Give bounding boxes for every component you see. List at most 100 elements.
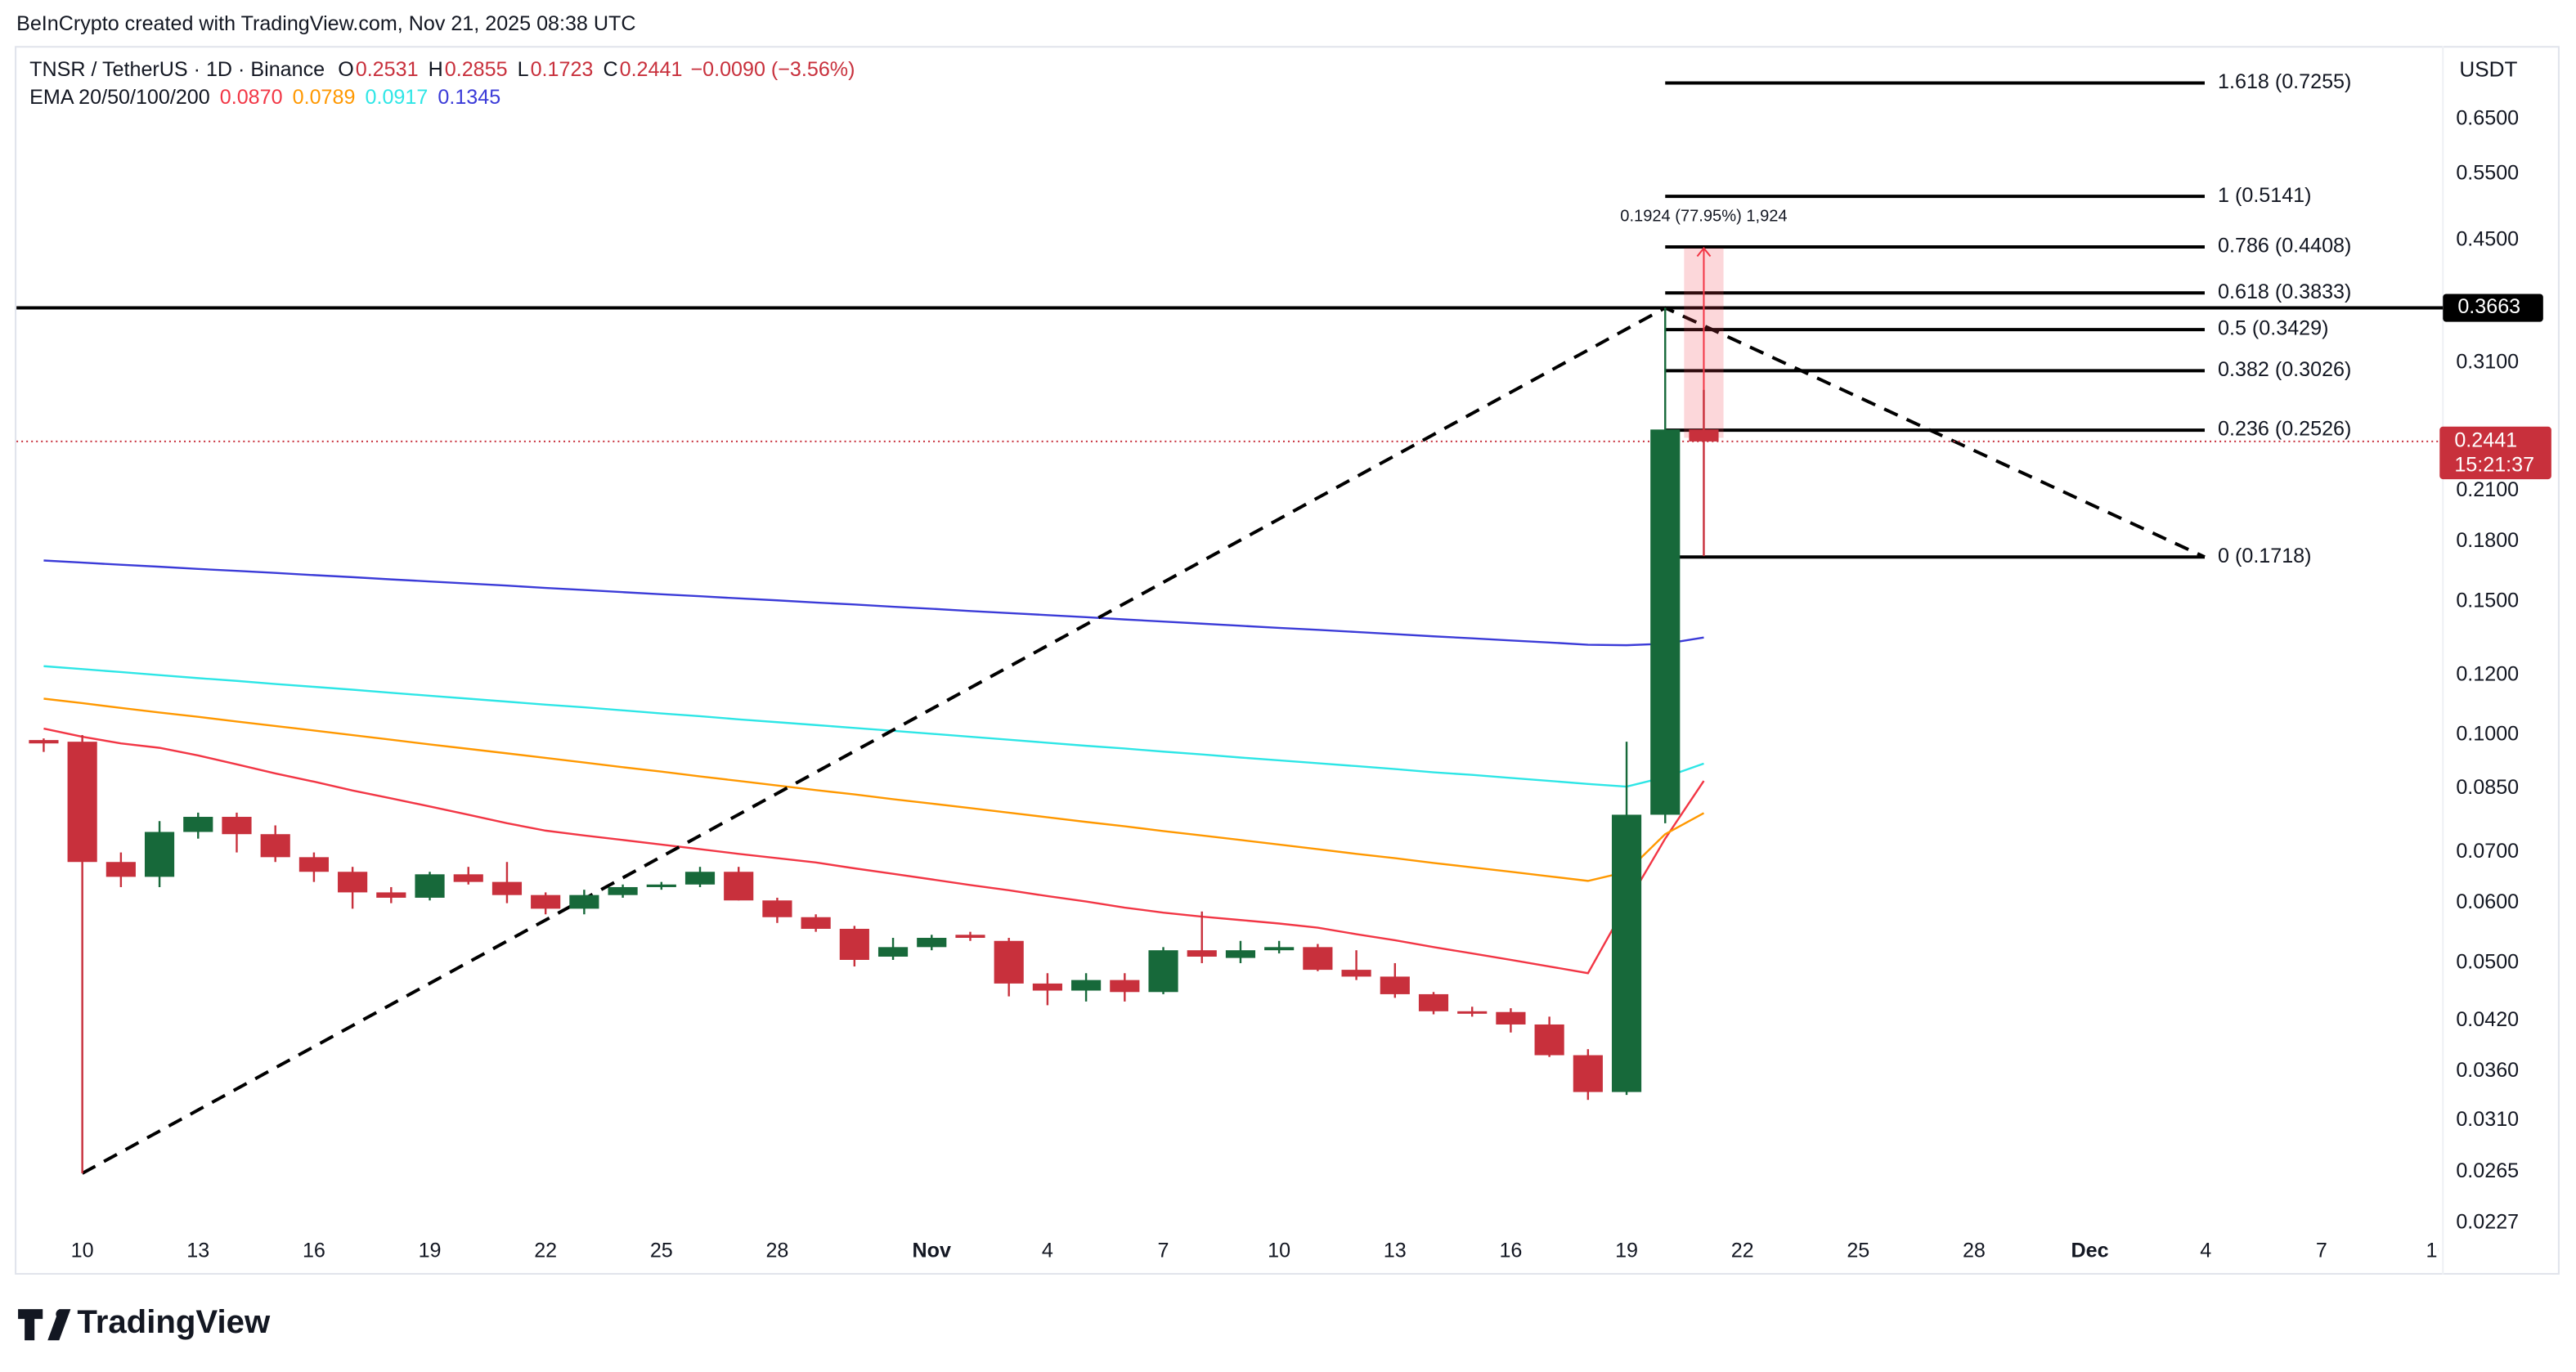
- candle-body: [684, 872, 716, 885]
- candle-body: [1689, 429, 1719, 442]
- measure-arrowhead: [1696, 246, 1712, 258]
- x-axis: 10 13 16 19 22 25 28 Nov 4 7 10 13 16 19 22 25 28 Dec 4 7 10: [71, 1239, 2439, 1262]
- candle-body: [1303, 947, 1333, 971]
- ema-line: [43, 665, 1704, 788]
- y-tick-label: 0.0600: [2456, 890, 2519, 913]
- x-tick-label: 7: [2316, 1239, 2327, 1262]
- candle-body: [29, 740, 59, 744]
- x-tick-label: 28: [765, 1239, 788, 1262]
- x-tick-label: 10: [1268, 1239, 1290, 1262]
- currency-label: USDT: [2459, 56, 2517, 81]
- x-tick-label: 28: [1963, 1239, 1986, 1262]
- candle-body: [531, 894, 561, 909]
- fib-label: 0.236 (0.2526): [2218, 418, 2351, 441]
- y-tick-label: 0.5500: [2456, 162, 2519, 185]
- ohlc-letter: L: [518, 58, 529, 81]
- ema-value: 0.1345: [438, 86, 500, 109]
- candle-body: [1534, 1024, 1564, 1056]
- fib-label: 0.786 (0.4408): [2218, 235, 2351, 258]
- candle-body: [222, 817, 252, 835]
- ema-label: EMA 20/50/100/200: [29, 86, 210, 109]
- countdown-label: 15:21:37: [2454, 454, 2534, 477]
- candle-body: [569, 894, 599, 909]
- level-axis-box: [2443, 294, 2543, 322]
- ohlc-letter: H: [429, 58, 443, 81]
- y-tick-label: 0.0360: [2456, 1059, 2519, 1082]
- candle-body: [1341, 970, 1371, 977]
- candle-body: [801, 917, 831, 929]
- y-tick-label: 0.1800: [2456, 529, 2519, 552]
- ohlc-letter: O: [338, 58, 354, 81]
- fib-label: 0.618 (0.3833): [2218, 280, 2351, 303]
- level-axis-label: 0.3663: [2457, 295, 2520, 318]
- y-tick-label: 0.6500: [2456, 106, 2519, 129]
- ohlc-letter: C: [603, 58, 617, 81]
- candle-body: [646, 884, 676, 887]
- candle-body: [105, 862, 136, 877]
- y-tick-label: 0.1000: [2456, 723, 2519, 746]
- candle-body: [877, 947, 909, 957]
- candle-body: [994, 940, 1024, 984]
- price-axis-label: 0.2441: [2454, 429, 2517, 452]
- candle-body: [1611, 814, 1642, 1092]
- y-tick-label: 0.0265: [2456, 1159, 2519, 1182]
- x-tick-label: 4: [2200, 1239, 2211, 1262]
- x-tick-label: 22: [534, 1239, 557, 1262]
- measure-label: 0.1924 (77.95%) 1,924: [1620, 208, 1787, 226]
- candle-body: [338, 872, 368, 893]
- candle-body: [453, 874, 483, 882]
- candle-body: [298, 857, 329, 872]
- watermark: BeInCrypto created with TradingView.com,…: [16, 12, 635, 35]
- ema-line: [43, 727, 1705, 975]
- y-tick-label: 0.4500: [2456, 227, 2519, 250]
- y-tick-label: 0.0850: [2456, 776, 2519, 799]
- candle-body: [415, 874, 445, 898]
- candle-body: [1650, 429, 1681, 815]
- ohlc-value: 0.2855: [445, 58, 508, 81]
- candle-body: [491, 881, 523, 895]
- x-tick-label: Dec: [2071, 1239, 2109, 1262]
- candle-body: [1264, 947, 1295, 951]
- x-tick-label: 19: [1615, 1239, 1638, 1262]
- ema-value: 0.0789: [293, 86, 356, 109]
- x-tick-label: 25: [1847, 1239, 1869, 1262]
- x-tick-label: 10: [71, 1239, 94, 1262]
- x-tick-label: 13: [186, 1239, 209, 1262]
- candle-body: [1148, 950, 1178, 993]
- y-tick-label: 0.3100: [2456, 350, 2519, 373]
- y-tick-label: 0.2100: [2456, 478, 2519, 501]
- x-tick-label: 22: [1731, 1239, 1754, 1262]
- candle-body: [608, 886, 638, 895]
- candle-body: [1418, 993, 1449, 1011]
- fib-label: 0.5 (0.3429): [2218, 317, 2328, 340]
- fib-label: 1 (0.5141): [2218, 184, 2311, 207]
- overlay: 1.618 (0.7255) 1 (0.5141) 0.786 (0.4408) 0.…: [29, 58, 2551, 567]
- candle-body: [1380, 976, 1410, 994]
- x-tick-label: 16: [303, 1239, 325, 1262]
- change-label: −0.0090 (−3.56%): [690, 58, 855, 81]
- candle-body: [144, 832, 175, 877]
- fib-label: 1.618 (0.7255): [2218, 70, 2351, 93]
- brand-logo: [18, 1309, 71, 1341]
- x-tick-label: 4: [1042, 1239, 1053, 1262]
- x-tick-label: 7: [1158, 1239, 1169, 1262]
- candle-body: [1496, 1011, 1526, 1025]
- y-tick-label: 0.1500: [2456, 589, 2519, 612]
- candle-body: [917, 938, 947, 948]
- brand-name: TradingView: [77, 1303, 271, 1340]
- plot-area: [16, 81, 2444, 1175]
- y-tick-label: 0.0420: [2456, 1008, 2519, 1031]
- candle-body: [1457, 1011, 1488, 1014]
- candle-body: [1573, 1055, 1603, 1092]
- fib-label: 0.382 (0.3026): [2218, 358, 2351, 381]
- ema-value: 0.0917: [366, 86, 429, 109]
- candle-body: [1032, 983, 1062, 991]
- x-tick-label: 25: [650, 1239, 673, 1262]
- candle-body: [260, 834, 290, 858]
- candle-body: [839, 928, 869, 960]
- ema-value: 0.0870: [220, 86, 283, 109]
- price-axis-box: [2439, 426, 2551, 480]
- candle-body: [1225, 950, 1256, 958]
- candle-body: [1071, 980, 1102, 991]
